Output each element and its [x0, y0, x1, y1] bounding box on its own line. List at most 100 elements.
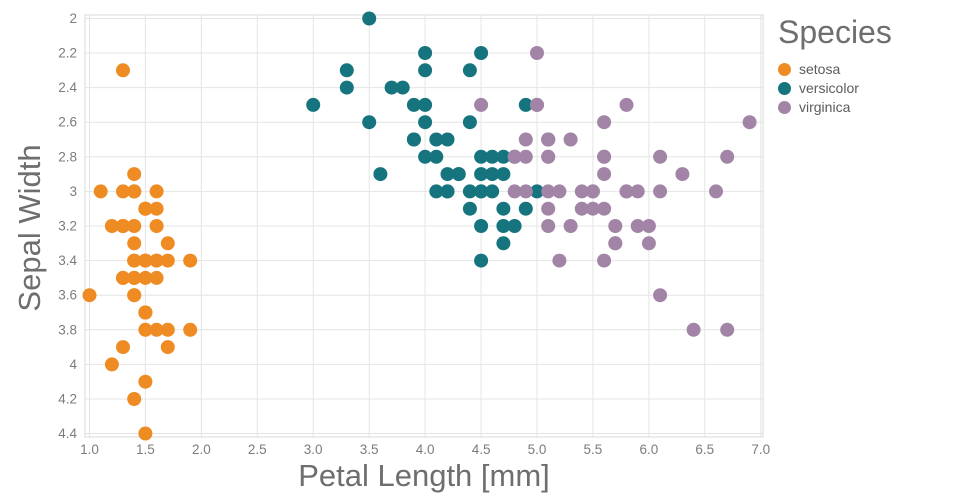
x-tick-label: 1.5 [136, 442, 155, 457]
data-point [608, 219, 623, 233]
x-tick-label: 6.5 [695, 442, 714, 457]
data-point [597, 253, 612, 268]
x-tick-label: 5.0 [528, 442, 547, 457]
data-point [160, 322, 175, 337]
data-point [306, 97, 321, 112]
data-point [597, 167, 612, 182]
legend-item-setosa[interactable]: setosa [778, 61, 892, 77]
y-tick-labels: 2 2.2 2.4 2.6 2.8 3 3.2 3.4 3.6 3.8 4 4.2 4.4 [58, 11, 77, 441]
data-point [619, 184, 634, 199]
data-point [507, 219, 522, 233]
data-point [418, 46, 433, 60]
data-point [474, 184, 489, 199]
data-point [395, 80, 410, 95]
data-point [686, 322, 701, 337]
series-versicolor [306, 11, 556, 268]
data-point [608, 236, 623, 251]
data-point [93, 184, 108, 199]
data-point [406, 97, 421, 112]
y-tick-label: 3.2 [58, 219, 77, 234]
x-tick-label: 2.0 [192, 442, 211, 457]
data-point [104, 219, 119, 233]
plot-frame [84, 14, 764, 438]
data-point [474, 46, 489, 60]
data-point [518, 201, 533, 216]
data-point [429, 184, 444, 199]
data-point [720, 149, 735, 164]
data-point [116, 63, 130, 78]
data-point [530, 97, 544, 112]
legend-title: Species [778, 14, 892, 50]
data-point [160, 236, 175, 251]
data-point [440, 184, 455, 199]
data-point [116, 340, 130, 355]
data-point [507, 149, 522, 164]
data-point [451, 167, 466, 182]
data-point [373, 167, 388, 182]
legend-label: virginica [799, 99, 851, 115]
data-point [485, 149, 500, 164]
grid [85, 15, 763, 437]
y-tick-label: 2.4 [58, 80, 77, 95]
data-point [541, 219, 556, 233]
y-tick-label: 2.8 [58, 149, 77, 164]
y-tick-label: 4.4 [58, 426, 77, 441]
data-point [127, 288, 142, 303]
data-point [116, 219, 130, 233]
data-point [518, 184, 533, 199]
x-tick-labels: 1.0 1.5 2.0 2.5 3.0 3.5 4.0 4.5 5.0 5.5 6.0 6.5 7.0 [80, 442, 770, 457]
legend-label: versicolor [799, 80, 859, 96]
data-point [127, 270, 142, 285]
data-point [138, 305, 153, 320]
data-point [474, 219, 489, 233]
data-point [630, 184, 645, 199]
data-point [619, 97, 634, 112]
data-point [418, 97, 433, 112]
data-point [496, 219, 511, 233]
data-point [82, 288, 97, 303]
x-tick-label: 3.5 [360, 442, 379, 457]
data-point [127, 236, 142, 251]
data-point [496, 149, 511, 164]
y-tick-label: 3.8 [58, 322, 77, 337]
legend-swatch-setosa [778, 62, 791, 76]
data-point [440, 167, 455, 182]
data-point [149, 201, 164, 216]
legend-item-versicolor[interactable]: versicolor [778, 80, 892, 96]
data-point [440, 132, 455, 147]
x-tick-label: 6.0 [640, 442, 659, 457]
data-point [585, 201, 600, 216]
legend-item-virginica[interactable]: virginica [778, 99, 892, 115]
legend-swatch-virginica [778, 100, 791, 114]
series-setosa [82, 63, 198, 441]
y-tick-label: 3.6 [58, 288, 77, 303]
legend-label: setosa [799, 61, 841, 77]
data-point [641, 219, 656, 233]
x-tick-label: 3.0 [304, 442, 323, 457]
y-tick-label: 2 [69, 11, 77, 26]
x-tick-label: 7.0 [751, 442, 770, 457]
data-point [496, 201, 511, 216]
data-point [563, 219, 578, 233]
y-tick-label: 3.4 [58, 253, 77, 268]
legend-swatch-versicolor [778, 81, 791, 95]
data-point [485, 184, 500, 199]
data-point [597, 115, 612, 130]
y-tick-label: 2.6 [58, 115, 77, 130]
data-point [563, 132, 578, 147]
data-point [742, 115, 757, 130]
data-point [183, 253, 198, 268]
data-point [127, 167, 142, 182]
data-point [362, 11, 377, 26]
data-point [138, 426, 153, 441]
x-tick-label: 1.0 [80, 442, 99, 457]
data-point [474, 97, 489, 112]
x-tick-label: 4.0 [416, 442, 435, 457]
data-point [149, 322, 164, 337]
data-point [720, 322, 735, 337]
data-point [149, 219, 164, 233]
y-tick-label: 3 [69, 184, 77, 199]
data-point [597, 201, 612, 216]
data-point [585, 184, 600, 199]
